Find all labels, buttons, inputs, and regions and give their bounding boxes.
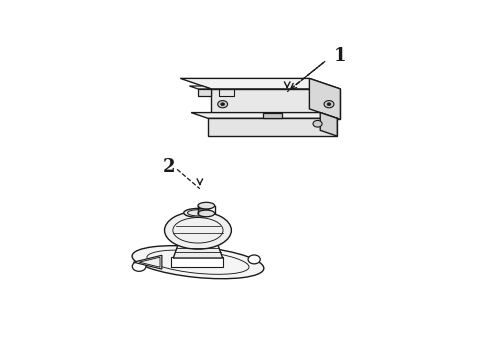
Polygon shape — [208, 118, 337, 136]
Ellipse shape — [132, 246, 264, 279]
Text: 1: 1 — [334, 47, 346, 65]
Polygon shape — [173, 240, 222, 258]
Ellipse shape — [198, 202, 215, 209]
Polygon shape — [263, 113, 282, 118]
Polygon shape — [133, 255, 162, 269]
Circle shape — [220, 103, 224, 105]
Circle shape — [324, 100, 334, 108]
Polygon shape — [189, 86, 211, 89]
Circle shape — [132, 261, 146, 271]
Ellipse shape — [184, 208, 212, 217]
Polygon shape — [191, 113, 337, 118]
Polygon shape — [309, 78, 341, 120]
Circle shape — [248, 255, 260, 264]
Polygon shape — [172, 257, 222, 267]
Circle shape — [313, 121, 322, 127]
Polygon shape — [320, 113, 337, 136]
Polygon shape — [180, 78, 341, 89]
Ellipse shape — [198, 210, 215, 217]
Polygon shape — [211, 89, 341, 120]
Circle shape — [327, 103, 331, 105]
Ellipse shape — [165, 211, 231, 249]
Circle shape — [218, 100, 227, 108]
Text: 2: 2 — [163, 158, 176, 176]
Polygon shape — [198, 89, 211, 96]
